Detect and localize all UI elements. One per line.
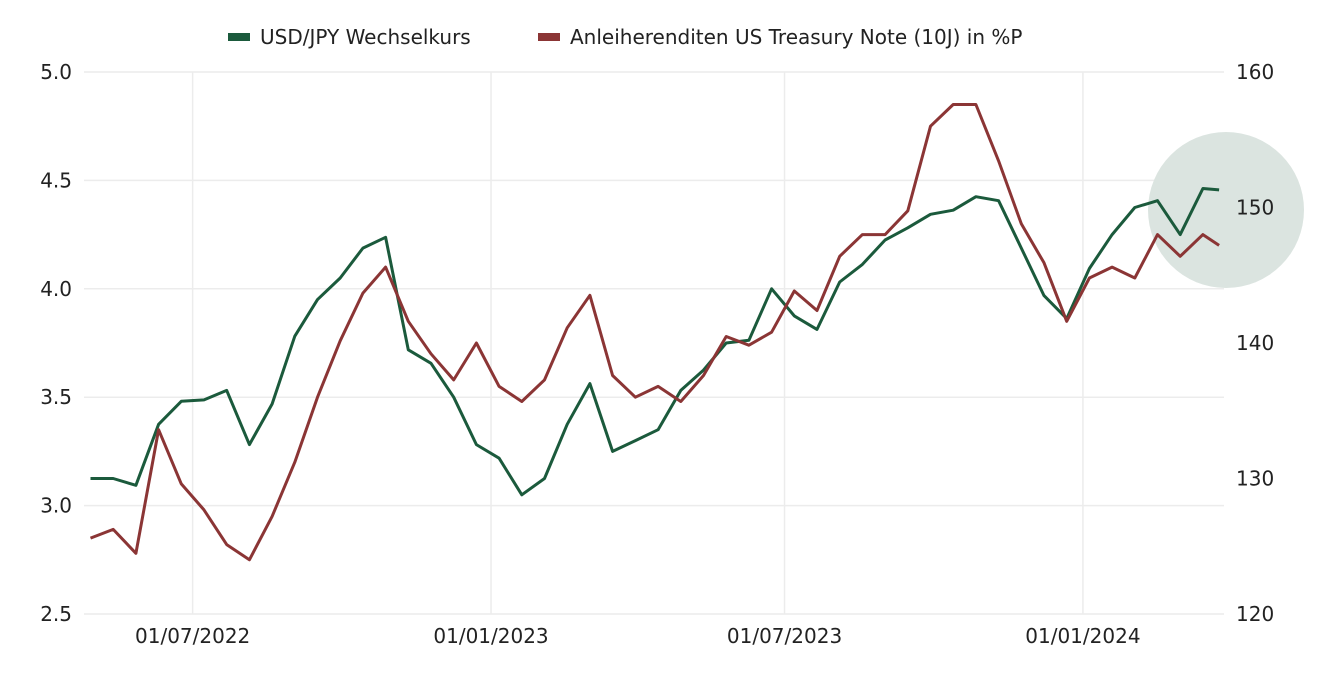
y-left-tick-label: 3.5 (40, 385, 72, 409)
series-lines (89, 103, 1220, 562)
y-right-tick-label: 160 (1236, 60, 1274, 84)
y-left-tick-label: 4.5 (40, 168, 72, 192)
x-tick-label: 01/01/2024 (1025, 624, 1140, 648)
legend-swatch-usdjpy (228, 33, 250, 41)
y-right-tick-label: 150 (1236, 196, 1274, 220)
y-right-tick-label: 120 (1236, 602, 1274, 626)
x-tick-label: 01/07/2023 (727, 624, 842, 648)
axes: 2.5 3.0 3.5 4.0 4.5 5.0 120 130 140 150 160 01/07/2… (40, 60, 1274, 648)
y-left-tick-label: 5.0 (40, 60, 72, 84)
legend-swatch-yield (538, 33, 560, 41)
highlight-circle (1148, 132, 1304, 288)
y-left-tick-label: 2.5 (40, 602, 72, 626)
legend: USD/JPY Wechselkurs Anleiherenditen US T… (228, 25, 1022, 49)
series-line-usdjpy (90, 187, 1220, 497)
legend-label-yield: Anleiherenditen US Treasury Note (10J) i… (570, 25, 1022, 49)
x-tick-label: 01/01/2023 (433, 624, 548, 648)
legend-label-usdjpy: USD/JPY Wechselkurs (260, 25, 471, 49)
series-line-treasury-yield (89, 103, 1220, 562)
x-tick-label: 01/07/2022 (135, 624, 250, 648)
grid (84, 71, 1224, 615)
y-right-tick-label: 140 (1236, 331, 1274, 355)
y-left-tick-label: 3.0 (40, 494, 72, 518)
y-left-tick-label: 4.0 (40, 277, 72, 301)
y-right-tick-label: 130 (1236, 467, 1274, 491)
